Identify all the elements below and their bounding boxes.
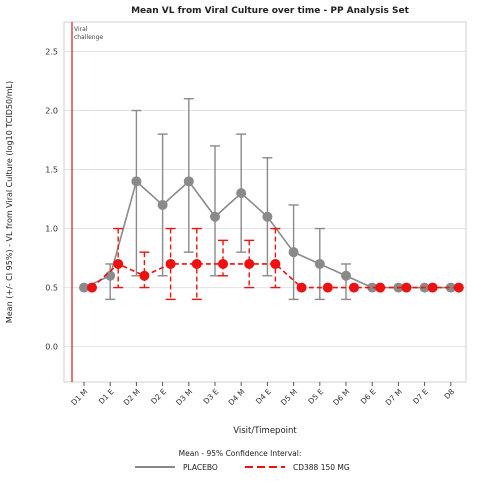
x-tick-label: D2 E <box>149 387 168 406</box>
x-tick-label: D4 M <box>227 387 247 407</box>
data-point <box>139 270 150 281</box>
data-point <box>401 282 412 293</box>
data-point <box>218 258 228 269</box>
x-tick-label: D3 M <box>174 387 194 407</box>
legend-title: Mean - 95% Confidence Interval: <box>179 449 302 458</box>
data-point <box>262 211 273 222</box>
x-axis-label: Visit/Timepoint <box>233 426 297 436</box>
data-point <box>236 188 247 199</box>
series-line <box>91 263 459 289</box>
data-point <box>367 282 378 293</box>
data-point <box>296 282 307 293</box>
data-point <box>157 199 168 210</box>
grid-lines <box>64 51 466 348</box>
data-point <box>453 282 464 293</box>
plot-frame <box>63 21 467 383</box>
y-tick-label: 2.5 <box>45 48 58 57</box>
x-tick-label: D4 E <box>254 387 273 406</box>
legend: Mean - 95% Confidence Interval: PLACEBO C… <box>135 449 350 472</box>
data-point <box>341 270 351 281</box>
x-tick-label: D7 E <box>411 387 430 406</box>
x-tick-label: D5 E <box>306 387 325 406</box>
x-tick-label: D2 M <box>122 387 142 407</box>
data-point <box>445 282 456 293</box>
y-tick-label: 0.5 <box>45 284 58 293</box>
x-tick-label: D6 M <box>331 387 351 407</box>
y-tick-label: 2.0 <box>45 107 58 116</box>
viral-challenge-label: challenge <box>74 34 103 41</box>
data-point <box>105 270 116 281</box>
legend-label: PLACEBO <box>183 463 218 472</box>
data-point <box>87 282 97 293</box>
series-cd388 <box>87 227 464 301</box>
y-tick-label: 1.5 <box>45 166 58 175</box>
data-point <box>183 176 194 187</box>
y-axis-ticks: 0.0 0.5 1.0 1.5 2.0 2.5 <box>45 48 58 352</box>
data-point <box>79 282 89 293</box>
data-point <box>322 282 333 293</box>
data-point <box>191 258 202 269</box>
x-tick-label: D1 E <box>97 387 116 406</box>
chart-title: Mean VL from Viral Culture over time - P… <box>131 6 409 16</box>
x-tick-label: D1 M <box>69 387 89 407</box>
data-point <box>288 247 299 258</box>
legend-label: CD388 150 MG <box>293 463 350 472</box>
data-point <box>165 258 176 269</box>
x-tick-label: D8 <box>442 387 456 401</box>
x-tick-label: D7 M <box>384 387 404 407</box>
y-tick-label: 1.0 <box>45 225 58 234</box>
data-point <box>131 176 142 187</box>
data-point <box>349 282 359 293</box>
y-axis-label: Mean (+/- CI 95%) - VL from Viral Cultur… <box>5 81 14 323</box>
data-point <box>210 211 220 222</box>
data-point <box>314 258 325 269</box>
data-point <box>427 282 438 293</box>
data-point <box>375 282 386 293</box>
y-tick-label: 0.0 <box>45 343 58 352</box>
data-point <box>270 258 281 269</box>
x-tick-label: D6 E <box>359 387 378 406</box>
x-tick-label: D3 E <box>202 387 221 406</box>
data-point <box>113 258 124 269</box>
x-axis-ticks: D1 M D1 E D2 M D2 E D3 M D3 E D4 M D4 E D5 M D5 E… <box>69 382 456 407</box>
x-tick-label: D5 M <box>279 387 299 407</box>
viral-challenge-label: Viral <box>74 26 88 33</box>
data-point <box>244 258 255 269</box>
series-layer <box>79 98 464 301</box>
